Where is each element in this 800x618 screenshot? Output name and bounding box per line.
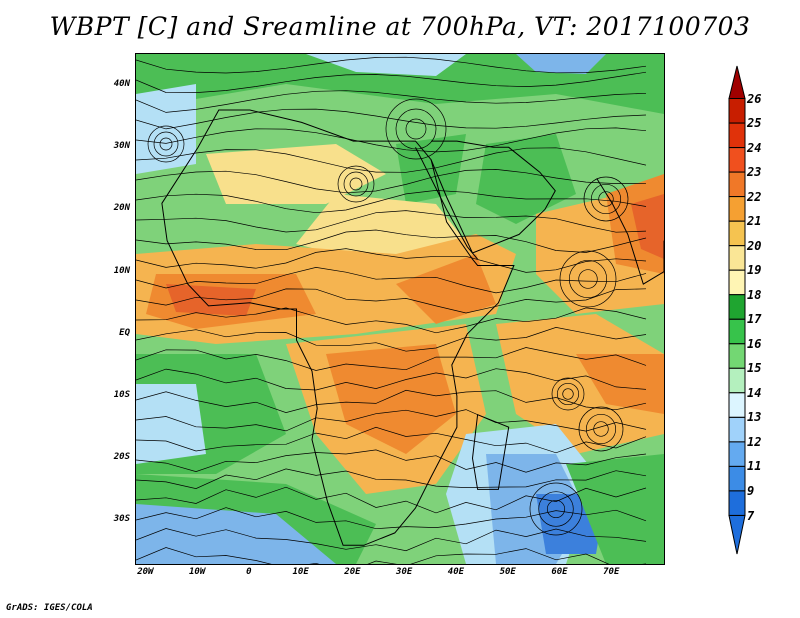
- colorbar-swatch: [728, 392, 746, 418]
- colorbar-tick-label: 19: [747, 263, 762, 278]
- colorbar-swatch: [728, 122, 746, 149]
- colorbar-tick-label: 9: [747, 483, 755, 498]
- colorbar-tick-label: 11: [747, 459, 762, 474]
- colorbar-tick-label: 14: [747, 385, 762, 400]
- lon-label: 40E: [447, 567, 465, 577]
- colorbar-tick-label: 20: [747, 238, 762, 253]
- colorbar-tick-label: 22: [747, 189, 762, 204]
- colorbar-tick-label: 18: [747, 287, 762, 302]
- colorbar-swatch: [728, 416, 746, 443]
- wbpt-shaded-field: [136, 54, 664, 564]
- lon-label: 20E: [344, 567, 361, 577]
- lat-label: 30S: [113, 514, 130, 525]
- lat-label: 20S: [113, 452, 130, 463]
- colorbar-tick-label: 13: [747, 410, 762, 425]
- colorbar-swatch: [728, 220, 746, 247]
- lon-label: 70E: [603, 567, 620, 577]
- lat-label: 20N: [113, 203, 130, 214]
- lat-label: EQ: [119, 327, 130, 338]
- map-panel: [135, 53, 665, 565]
- lon-label: 30E: [396, 567, 413, 577]
- colorbar-arrow-top: [728, 65, 746, 100]
- lat-label: 10N: [113, 265, 130, 276]
- lat-label: 30N: [113, 141, 130, 152]
- map-canvas: [136, 54, 664, 564]
- lat-label: 40N: [113, 79, 130, 90]
- colorbar-swatch: [728, 171, 746, 198]
- colorbar-swatch: [728, 147, 746, 173]
- lat-label: 10S: [113, 390, 130, 401]
- lon-label: 10W: [188, 567, 206, 577]
- colorbar-arrow-bottom: [728, 514, 746, 555]
- lon-label: 60E: [551, 567, 568, 577]
- streamlines: [136, 56, 647, 564]
- lon-label: 0: [246, 567, 252, 577]
- colorbar-tick-label: 26: [747, 91, 762, 106]
- colorbar-swatch: [728, 318, 746, 345]
- lon-label: 50E: [499, 567, 516, 577]
- colorbar-tick-label: 7: [747, 508, 755, 523]
- colorbar-swatch: [728, 465, 746, 492]
- map-title: WBPT [C] and Sreamline at 700hPa, VT: 20…: [49, 12, 751, 41]
- colorbar-tick-label: 15: [747, 361, 762, 376]
- lon-label: 10E: [292, 567, 309, 577]
- colorbar-swatch: [728, 269, 746, 296]
- colorbar-swatch: [728, 343, 746, 369]
- colorbar-tick-label: 17: [747, 312, 762, 327]
- colorbar-swatch: [728, 245, 746, 271]
- colorbar-swatch: [728, 490, 746, 516]
- colorbar-swatch: [728, 196, 746, 222]
- colorbar-tick-label: 21: [747, 214, 762, 229]
- colorbar-tick-label: 23: [747, 165, 762, 180]
- colorbar-swatch: [728, 441, 746, 467]
- colorbar-tick-label: 12: [747, 434, 762, 449]
- colorbar-swatch: [728, 98, 746, 124]
- credit-text: GrADS: IGES/COLA: [6, 603, 93, 613]
- colorbar-tick-label: 16: [747, 336, 762, 351]
- colorbar-swatch: [728, 367, 746, 394]
- colorbar-tick-label: 25: [747, 116, 762, 131]
- colorbar-tick-label: 24: [747, 140, 762, 155]
- lon-label: 20W: [137, 567, 154, 577]
- colorbar-swatch: [728, 294, 746, 320]
